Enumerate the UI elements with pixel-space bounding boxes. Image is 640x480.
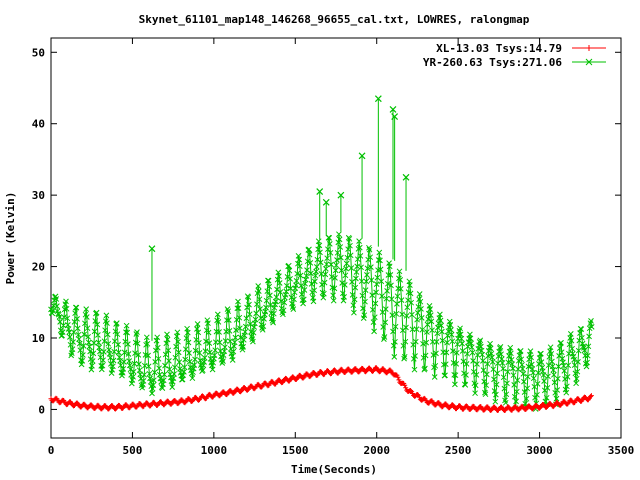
- plot-frame: [50, 37, 622, 439]
- y-axis-label: Power (Kelvin): [4, 192, 17, 285]
- x-tick-label: 1000: [201, 444, 228, 457]
- y-tick-label: 0: [38, 403, 45, 416]
- y-tick-labels: 0 10 20 30 40 50: [32, 46, 45, 416]
- series-markers-xl: [48, 365, 594, 413]
- y-tick-label: 10: [32, 332, 45, 345]
- legend-label-xl: XL-13.03 Tsys:14.79: [436, 42, 562, 55]
- spike-marker-yr: [374, 95, 382, 103]
- spike-marker-yr: [337, 191, 345, 199]
- x-tick-labels: 0 500 1000 1500 2000 2500 3000 3500: [48, 444, 635, 457]
- spike-marker-yr: [358, 152, 366, 160]
- y-tick-label: 50: [32, 46, 45, 59]
- x-tick-label: 2000: [363, 444, 390, 457]
- x-tick-label: 3000: [526, 444, 553, 457]
- x-tick-label: 3500: [608, 444, 635, 457]
- y-tick-label: 20: [32, 261, 45, 274]
- plot-frame-group: [50, 37, 622, 439]
- series-layer: [48, 95, 595, 413]
- tick-marks: [50, 38, 622, 438]
- x-tick-label: 1500: [282, 444, 309, 457]
- series-xl: [48, 365, 594, 413]
- spike-marker-yr: [148, 245, 156, 253]
- legend: XL-13.03 Tsys:14.79 YR-260.63 Tsys:271.0…: [423, 42, 606, 69]
- legend-marker-xl: [586, 45, 592, 51]
- spike-marker-yr: [391, 113, 399, 120]
- legend-label-yr: YR-260.63 Tsys:271.06: [423, 56, 562, 69]
- spike-marker-yr: [316, 188, 324, 195]
- x-tick-label: 500: [122, 444, 142, 457]
- x-tick-label: 0: [48, 444, 55, 457]
- y-tick-label: 30: [32, 189, 45, 202]
- x-axis-label: Time(Seconds): [291, 463, 377, 476]
- legend-marker-yr: [585, 58, 593, 66]
- series-markers-yr: [48, 231, 595, 412]
- chart-title: Skynet_61101_map148_146268_96655_cal.txt…: [139, 13, 530, 26]
- x-tick-label: 2500: [445, 444, 472, 457]
- y-tick-label: 40: [32, 118, 45, 131]
- spike-marker-yr: [389, 106, 397, 113]
- spike-marker-yr: [402, 173, 410, 181]
- series-yr: [48, 95, 595, 412]
- spike-marker-yr: [322, 198, 330, 206]
